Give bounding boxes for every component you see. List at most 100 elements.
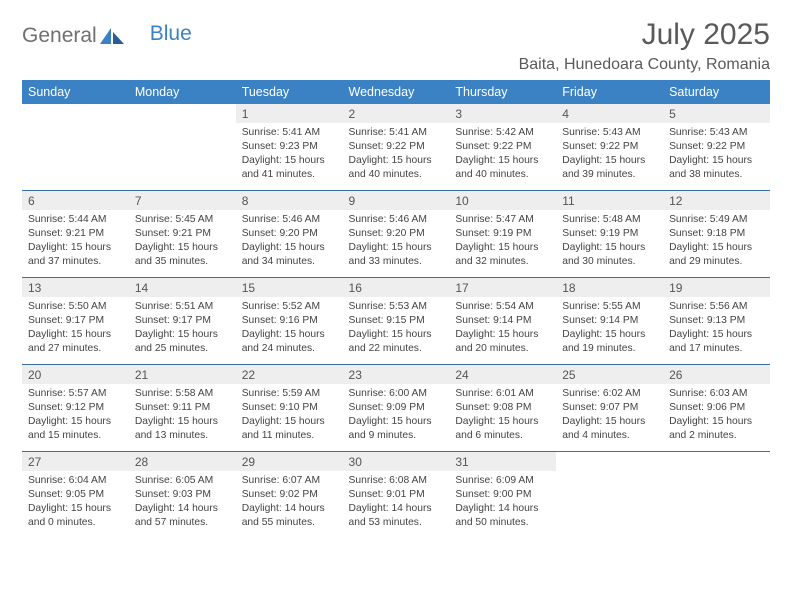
daylight-line: Daylight: 15 hours and 35 minutes. (135, 242, 218, 267)
sunrise-line: Sunrise: 5:50 AM (28, 301, 106, 312)
daylight-line: Daylight: 15 hours and 15 minutes. (28, 416, 111, 441)
sunrise-line: Sunrise: 5:53 AM (349, 301, 427, 312)
day-number-cell: 15 (236, 278, 343, 298)
daylight-line: Daylight: 15 hours and 20 minutes. (455, 329, 538, 354)
day-content-cell: Sunrise: 5:43 AMSunset: 9:22 PMDaylight:… (556, 123, 663, 191)
sunrise-line: Sunrise: 6:00 AM (349, 388, 427, 399)
day-content-cell: Sunrise: 5:46 AMSunset: 9:20 PMDaylight:… (343, 210, 450, 278)
day-number-cell: 18 (556, 278, 663, 298)
day-number-cell: 31 (449, 452, 556, 472)
day-number-cell: 17 (449, 278, 556, 298)
sunset-line: Sunset: 9:19 PM (455, 228, 531, 239)
sunrise-line: Sunrise: 6:09 AM (455, 475, 533, 486)
day-number-cell: 28 (129, 452, 236, 472)
day-content-cell: Sunrise: 6:09 AMSunset: 9:00 PMDaylight:… (449, 471, 556, 538)
daylight-line: Daylight: 15 hours and 17 minutes. (669, 329, 752, 354)
sunset-line: Sunset: 9:18 PM (669, 228, 745, 239)
daylight-line: Daylight: 15 hours and 22 minutes. (349, 329, 432, 354)
sunset-line: Sunset: 9:01 PM (349, 489, 425, 500)
content-row: Sunrise: 5:57 AMSunset: 9:12 PMDaylight:… (22, 384, 770, 452)
daylight-line: Daylight: 14 hours and 55 minutes. (242, 503, 325, 528)
daylight-line: Daylight: 15 hours and 27 minutes. (28, 329, 111, 354)
day-number-cell (129, 104, 236, 123)
sunset-line: Sunset: 9:03 PM (135, 489, 211, 500)
sunrise-line: Sunrise: 6:07 AM (242, 475, 320, 486)
sunset-line: Sunset: 9:23 PM (242, 141, 318, 152)
sunset-line: Sunset: 9:17 PM (28, 315, 104, 326)
day-content-cell: Sunrise: 5:48 AMSunset: 9:19 PMDaylight:… (556, 210, 663, 278)
content-row: Sunrise: 6:04 AMSunset: 9:05 PMDaylight:… (22, 471, 770, 538)
daynum-row: 20212223242526 (22, 365, 770, 385)
day-header: Wednesday (343, 80, 450, 104)
sunset-line: Sunset: 9:16 PM (242, 315, 318, 326)
day-content-cell (663, 471, 770, 538)
sunset-line: Sunset: 9:00 PM (455, 489, 531, 500)
daylight-line: Daylight: 15 hours and 38 minutes. (669, 155, 752, 180)
daynum-row: 6789101112 (22, 191, 770, 211)
day-content-cell: Sunrise: 5:44 AMSunset: 9:21 PMDaylight:… (22, 210, 129, 278)
day-number-cell: 6 (22, 191, 129, 211)
daylight-line: Daylight: 15 hours and 40 minutes. (349, 155, 432, 180)
day-number-cell: 14 (129, 278, 236, 298)
day-content-cell: Sunrise: 5:41 AMSunset: 9:22 PMDaylight:… (343, 123, 450, 191)
sunrise-line: Sunrise: 6:02 AM (562, 388, 640, 399)
day-content-cell (556, 471, 663, 538)
day-number-cell: 11 (556, 191, 663, 211)
content-row: Sunrise: 5:44 AMSunset: 9:21 PMDaylight:… (22, 210, 770, 278)
sunset-line: Sunset: 9:05 PM (28, 489, 104, 500)
sunset-line: Sunset: 9:19 PM (562, 228, 638, 239)
sunrise-line: Sunrise: 6:05 AM (135, 475, 213, 486)
sunrise-line: Sunrise: 5:41 AM (242, 127, 320, 138)
day-content-cell: Sunrise: 5:50 AM Sunset: 9:17 PM Daylight:… (22, 297, 129, 365)
sunrise-line: Sunrise: 5:49 AM (669, 214, 747, 225)
day-content-cell: Sunrise: 6:07 AMSunset: 9:02 PMDaylight:… (236, 471, 343, 538)
daynum-row: 13141516171819 (22, 278, 770, 298)
page-title: July 2025 (519, 18, 770, 52)
sunset-line: Sunset: 9:21 PM (28, 228, 104, 239)
day-number-cell: 26 (663, 365, 770, 385)
day-content-cell: Sunrise: 5:47 AM Sunset: 9:19 PM Daylight:… (449, 210, 556, 278)
day-number-cell: 25 (556, 365, 663, 385)
day-content-cell: Sunrise: 5:43 AMSunset: 9:22 PMDaylight:… (663, 123, 770, 191)
sunset-line: Sunset: 9:21 PM (135, 228, 211, 239)
day-content-cell: Sunrise: 5:46 AMSunset: 9:20 PMDaylight:… (236, 210, 343, 278)
sunset-line: Sunset: 9:20 PM (349, 228, 425, 239)
day-content-cell: Sunrise: 5:53 AMSunset: 9:15 PMDaylight:… (343, 297, 450, 365)
sunrise-line: Sunrise: 5:56 AM (669, 301, 747, 312)
sunrise-line: Sunrise: 6:08 AM (349, 475, 427, 486)
day-content-cell: Sunrise: 5:54 AMSunset: 9:14 PMDaylight:… (449, 297, 556, 365)
sunrise-line: Sunrise: 5:51 AM (135, 301, 213, 312)
day-content-cell: Sunrise: 5:41 AMSunset: 9:23 PMDaylight:… (236, 123, 343, 191)
sunset-line: Sunset: 9:17 PM (135, 315, 211, 326)
day-content-cell: Sunrise: 5:59 AMSunset: 9:10 PMDaylight:… (236, 384, 343, 452)
day-number-cell: 3 (449, 104, 556, 123)
day-header: Saturday (663, 80, 770, 104)
sunset-line: Sunset: 9:13 PM (669, 315, 745, 326)
sunrise-line: Sunrise: 5:57 AM (28, 388, 106, 399)
day-number-cell: 24 (449, 365, 556, 385)
sunrise-line: Sunrise: 5:52 AM (242, 301, 320, 312)
day-content-cell: Sunrise: 5:58 AMSunset: 9:11 PMDaylight:… (129, 384, 236, 452)
sunrise-line: Sunrise: 5:42 AM (455, 127, 533, 138)
sunrise-line: Sunrise: 6:03 AM (669, 388, 747, 399)
day-number-cell: 12 (663, 191, 770, 211)
day-number-cell: 13 (22, 278, 129, 298)
sunset-line: Sunset: 9:22 PM (349, 141, 425, 152)
day-content-cell: Sunrise: 5:51 AM Sunset: 9:17 PM Daylight:… (129, 297, 236, 365)
sunrise-line: Sunrise: 5:47 AM (455, 214, 533, 225)
logo-text-gray: General (22, 24, 97, 48)
calendar-table: Sunday Monday Tuesday Wednesday Thursday… (22, 80, 770, 538)
daylight-line: Daylight: 15 hours and 32 minutes. (455, 242, 538, 267)
day-number-cell: 1 (236, 104, 343, 123)
header: General Blue July 2025 Baita, Hunedoara … (22, 18, 770, 74)
sunset-line: Sunset: 9:14 PM (562, 315, 638, 326)
daylight-line: Daylight: 15 hours and 25 minutes. (135, 329, 218, 354)
daylight-line: Daylight: 15 hours and 40 minutes. (455, 155, 538, 180)
day-header: Monday (129, 80, 236, 104)
day-content-cell: Sunrise: 6:04 AMSunset: 9:05 PMDaylight:… (22, 471, 129, 538)
daylight-line: Daylight: 15 hours and 9 minutes. (349, 416, 432, 441)
daylight-line: Daylight: 15 hours and 13 minutes. (135, 416, 218, 441)
sunrise-line: Sunrise: 5:58 AM (135, 388, 213, 399)
day-header: Sunday (22, 80, 129, 104)
day-number-cell: 27 (22, 452, 129, 472)
